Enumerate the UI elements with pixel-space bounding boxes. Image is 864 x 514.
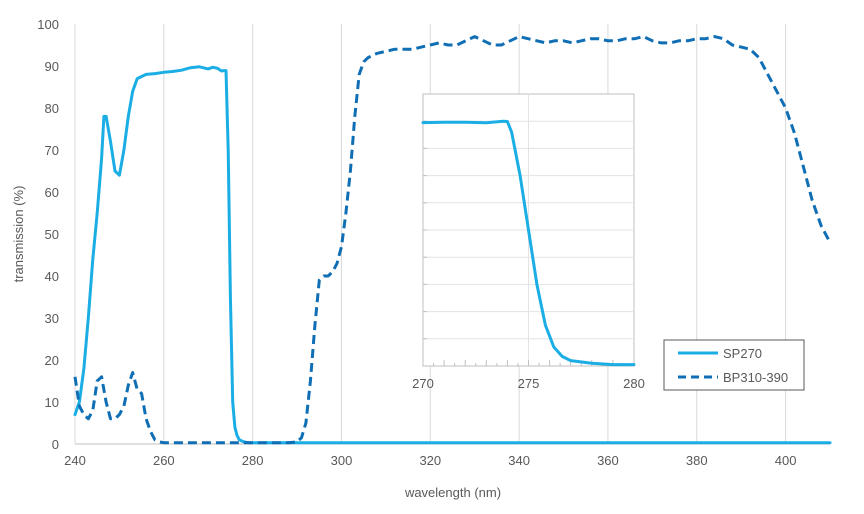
y-tick-label-100: 100	[37, 17, 59, 32]
y-tick-label-90: 90	[45, 59, 59, 74]
x-tick-label-300: 300	[331, 453, 353, 468]
y-tick-label-0: 0	[52, 437, 59, 452]
legend-box	[663, 339, 805, 391]
y-tick-label-10: 10	[45, 395, 59, 410]
x-tick-label-320: 320	[419, 453, 441, 468]
y-tick-label-50: 50	[45, 227, 59, 242]
y-tick-label-30: 30	[45, 311, 59, 326]
x-tick-label-260: 260	[153, 453, 175, 468]
inset-x-tick-label-280: 280	[623, 376, 645, 391]
series-lines	[73, 35, 832, 445]
x-tick-label-360: 360	[597, 453, 619, 468]
inset-series-line-sp270	[421, 119, 636, 367]
x-tick-label-240: 240	[64, 453, 86, 468]
x-tick-label-400: 400	[775, 453, 797, 468]
inset-x-tick-label-270: 270	[412, 376, 434, 391]
legend-label-bp310-390: BP310-390	[723, 370, 788, 385]
y-tick-label-60: 60	[45, 185, 59, 200]
x-tick-label-380: 380	[686, 453, 708, 468]
series-line-bp310-390	[73, 35, 832, 445]
axes: 240 260 280 300 320 340 360 380 400 0 10 20 30 40 50 60…	[37, 17, 830, 468]
x-tick-label-280: 280	[242, 453, 264, 468]
y-tick-label-20: 20	[45, 353, 59, 368]
x-tick-label-340: 340	[508, 453, 530, 468]
legend: SP270 BP310-390	[663, 339, 805, 391]
legend-label-sp270: SP270	[723, 346, 762, 361]
y-axis-label: transmission (%)	[11, 186, 26, 283]
inset-chart: 270 275 280	[412, 93, 645, 391]
y-tick-label-70: 70	[45, 143, 59, 158]
y-tick-label-80: 80	[45, 101, 59, 116]
x-axis-label: wavelength (nm)	[404, 485, 501, 500]
y-tick-label-40: 40	[45, 269, 59, 284]
inset-x-tick-label-275: 275	[518, 376, 540, 391]
